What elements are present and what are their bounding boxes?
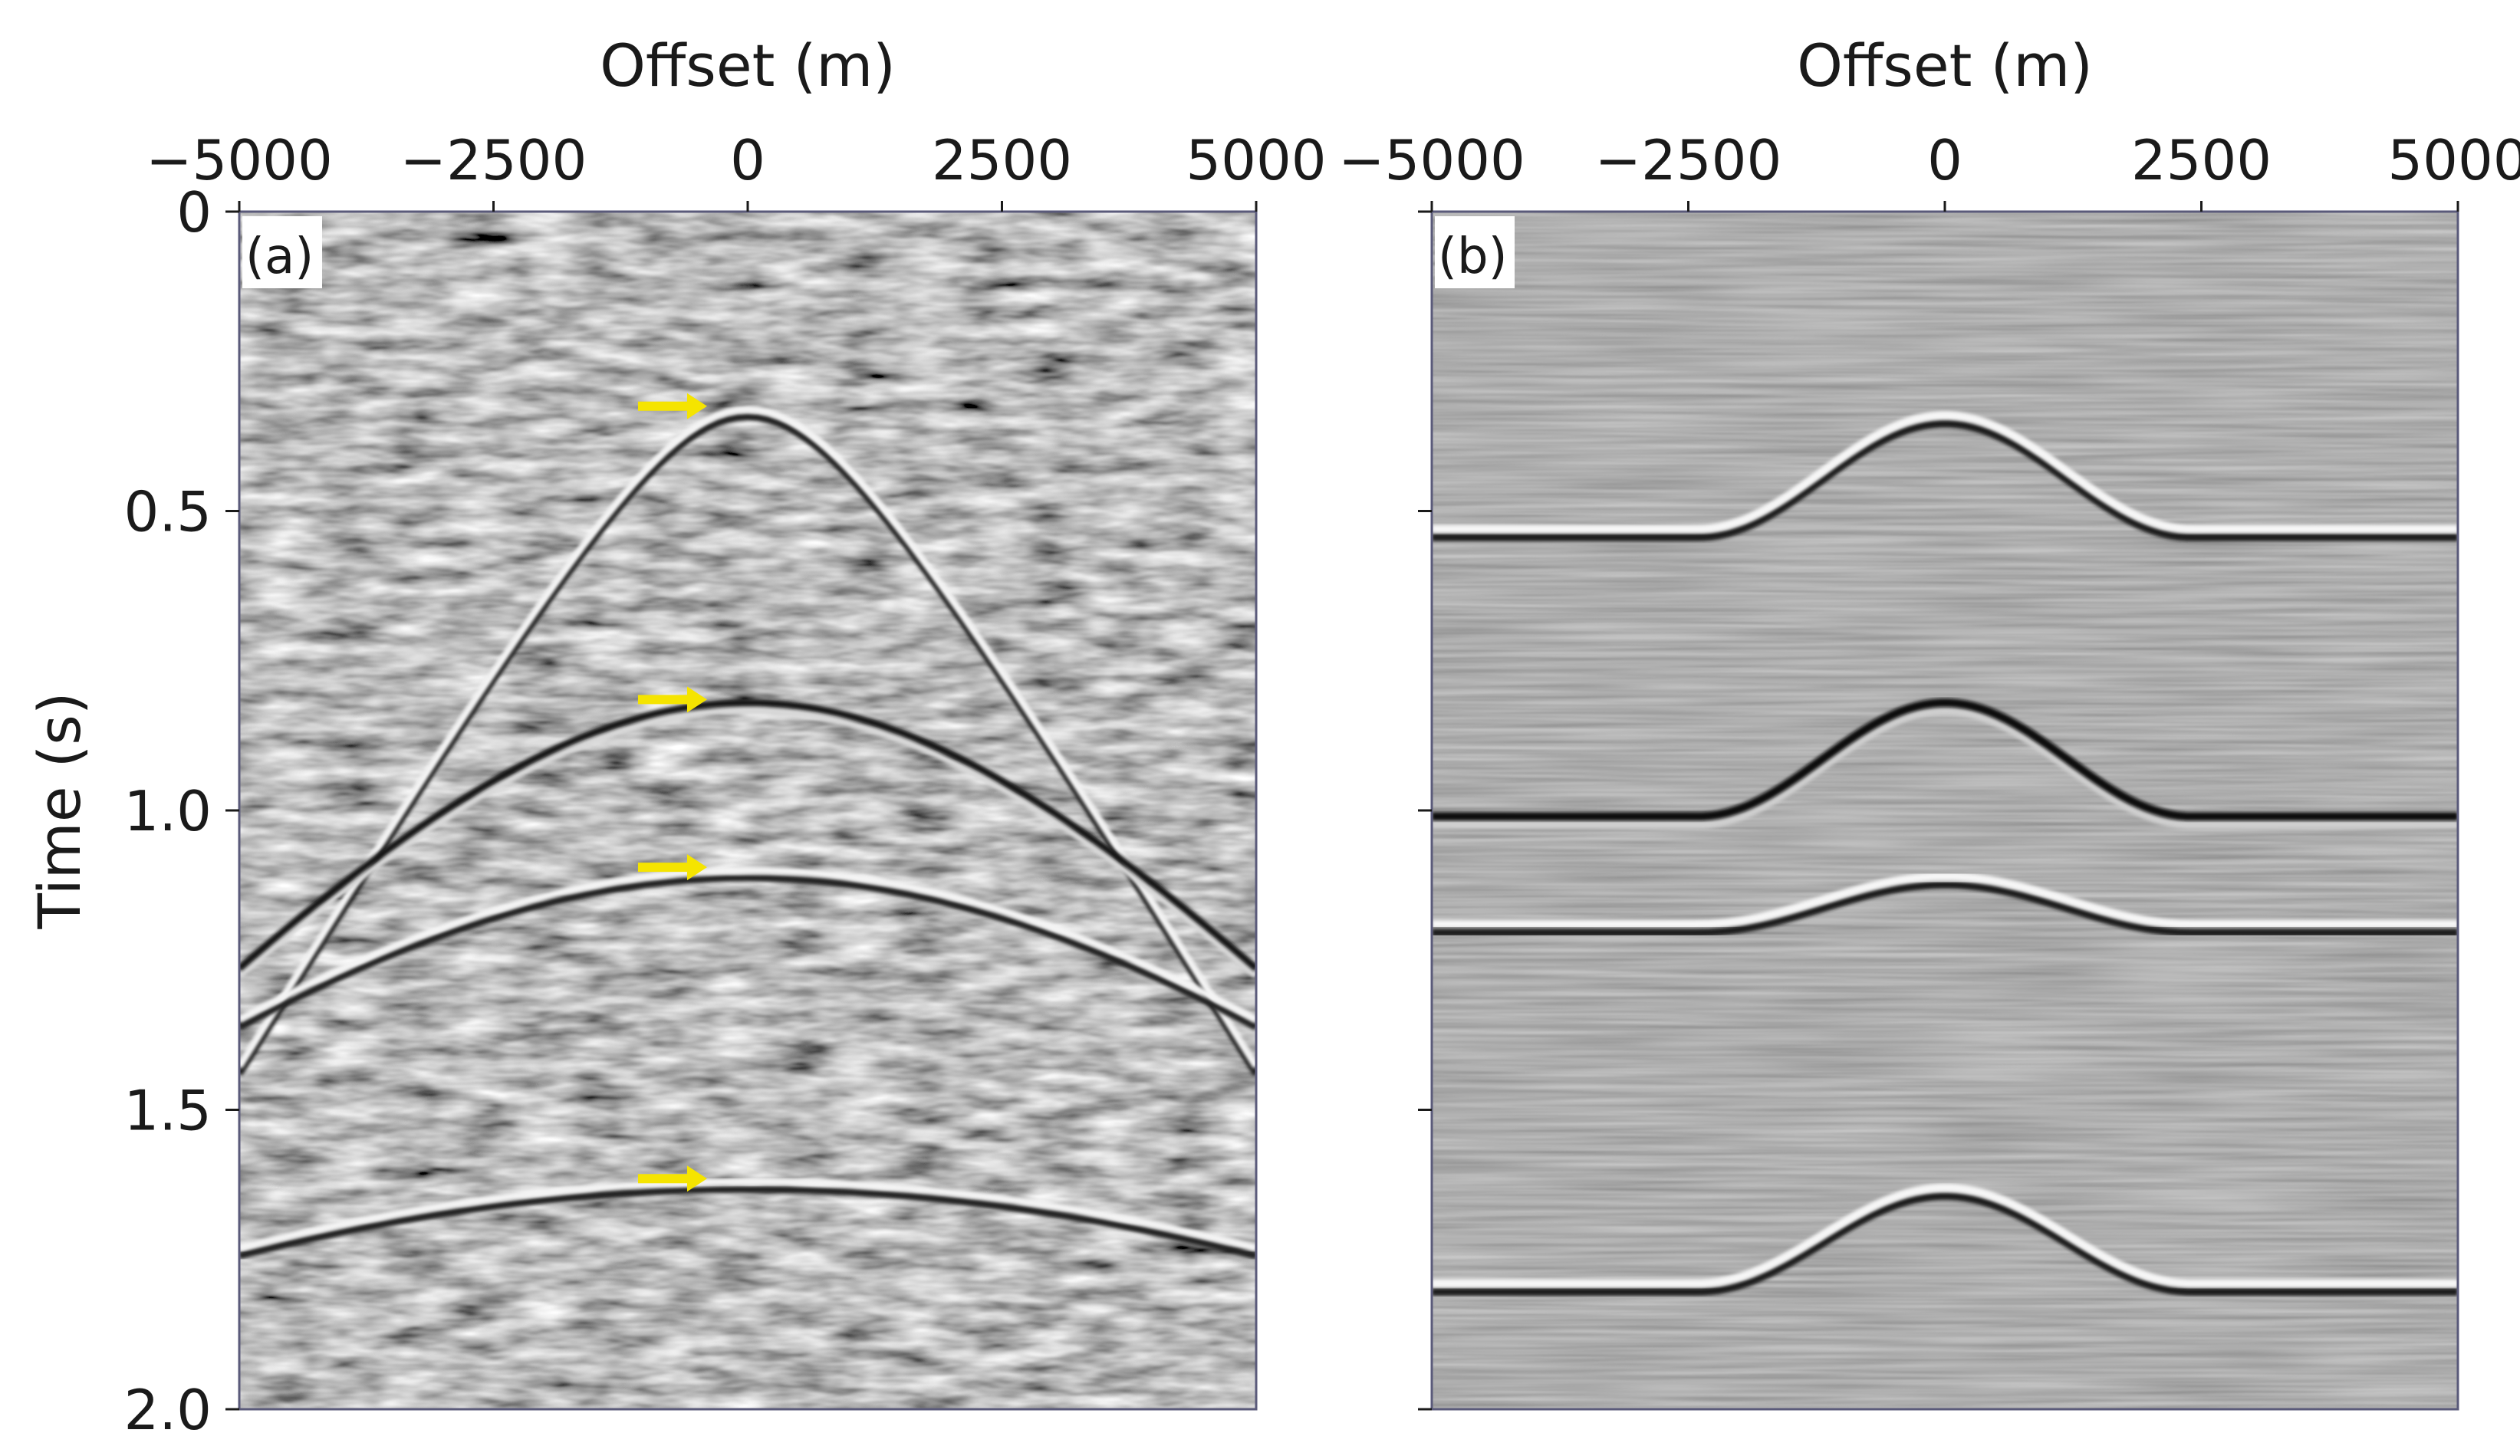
diffraction-event [239,698,1256,971]
y-tick-label: 0.5 [123,480,212,544]
y-tick-label: 1.0 [123,779,212,843]
y-tick-label: 0 [176,180,212,245]
panel-b: −5000 −2500 0 2500 5000 Offset (m) (b) [1338,31,2520,1411]
x-tick-label: −5000 [1338,128,1525,192]
panel-b-layers [1432,411,2458,1296]
x-tick-label: 0 [1927,128,1962,192]
x-tick-label: −2500 [400,128,587,192]
reflector-layer [1432,411,2458,534]
event-arrow-head [686,1165,707,1192]
diffraction-event [239,1178,1256,1252]
reflector-layer [1432,698,2458,821]
event-arrow-head [686,686,707,713]
x-tick-label: 2500 [932,128,1072,192]
layer-shadow [1432,419,2458,541]
layer-shadow [1432,881,2458,937]
y-axis-title: Time (s) [25,692,94,929]
event-shadow [239,1185,1256,1260]
event-arrow-head [686,854,707,881]
event-shadow [239,874,1256,1030]
panel-a-axes: −5000 −2500 0 2500 5000 Offset (m) 0 0.5 1.0 1.5 2… [25,31,1327,1442]
reflector-layer [1432,1183,2458,1288]
y-tick-label: 1.5 [123,1079,212,1143]
panel-a-label-box [242,216,322,288]
x-tick-label: 0 [730,128,765,192]
panel-a-events [239,406,1256,1260]
event-shadow [239,413,1256,1076]
x-tick-label: 5000 [1186,128,1326,192]
x-tick-label: 5000 [2387,128,2520,192]
diffraction-event [239,406,1256,1069]
event-shadow [239,706,1256,979]
x-tick-label: 2500 [2131,128,2272,192]
event-arrow-head [686,393,707,419]
layer-shadow [1432,707,2458,829]
x-tick-label: −5000 [146,128,333,192]
panel-a-label: (a) [245,228,314,285]
panel-b-label-box [1435,216,1515,288]
layer-shadow [1432,1192,2458,1296]
panel-a: −5000 −2500 0 2500 5000 Offset (m) 0 0.5 1.0 1.5 2… [25,31,1327,1442]
x-axis-title: Offset (m) [1797,31,2093,100]
reflector-layer [1432,872,2458,928]
panel-b-image [1432,212,2458,1409]
x-tick-label: −2500 [1595,128,1782,192]
panel-a-image [239,212,1256,1409]
panel-a-arrows [637,393,707,1192]
x-axis-title: Offset (m) [600,31,896,100]
y-tick-label: 2.0 [123,1378,212,1442]
panel-b-label: (b) [1438,228,1508,285]
diffraction-event [239,866,1256,1023]
panel-b-axes: −5000 −2500 0 2500 5000 Offset (m) [1338,31,2520,1411]
